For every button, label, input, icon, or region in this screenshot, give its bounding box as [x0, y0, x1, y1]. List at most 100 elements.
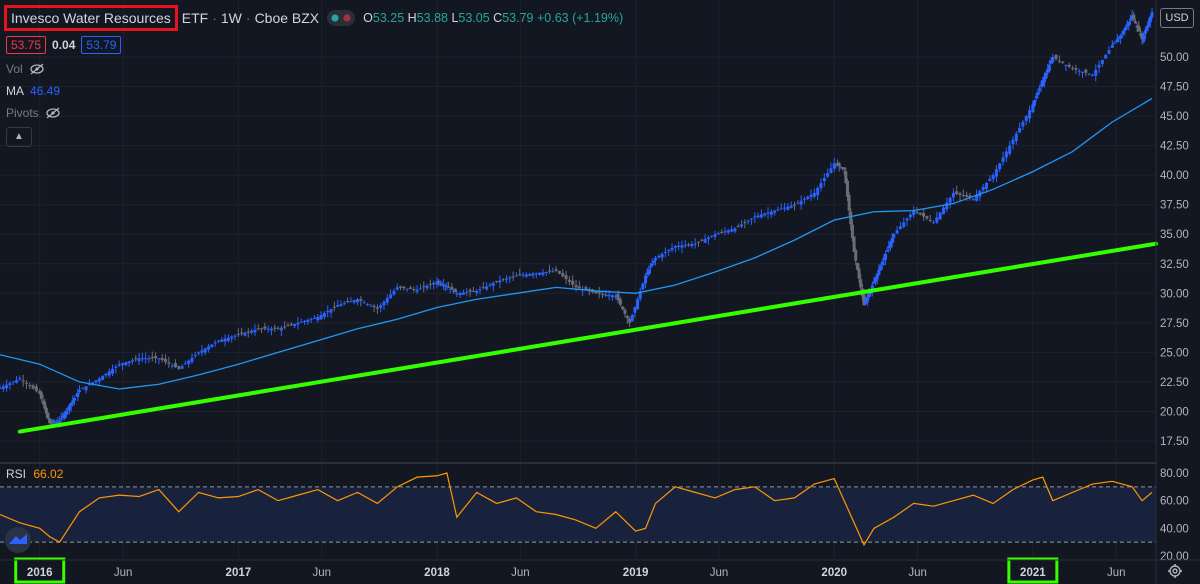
candle-body	[336, 305, 340, 307]
gear-icon[interactable]	[1167, 563, 1183, 579]
indicator-pivots[interactable]: Pivots	[6, 106, 61, 120]
candle-body	[834, 164, 838, 166]
candle-body	[713, 234, 717, 237]
eye-off-icon[interactable]	[45, 107, 61, 119]
candle-body	[829, 168, 833, 174]
candle-body	[759, 214, 763, 218]
candle-body	[137, 358, 141, 362]
candle-body	[822, 178, 826, 181]
candle-body	[898, 226, 902, 230]
market-status-pill[interactable]	[327, 10, 356, 26]
ma-label: MA	[6, 84, 24, 98]
candle-body	[392, 290, 396, 295]
candle-body	[312, 317, 316, 319]
rsi-band	[0, 486, 1156, 543]
candle-body	[203, 348, 207, 353]
candle-body	[1041, 80, 1045, 87]
candle-body	[1130, 15, 1134, 20]
indicator-vol[interactable]: Vol	[6, 62, 45, 76]
symbol-title[interactable]: Invesco Water Resources	[4, 5, 178, 31]
candle-body	[418, 288, 422, 290]
candle-body	[816, 187, 820, 196]
candle-body	[1067, 64, 1071, 67]
candle-body	[303, 320, 307, 323]
candle-body	[1008, 145, 1012, 154]
candle-body	[54, 421, 58, 423]
candle-body	[1044, 72, 1048, 79]
candle-body	[650, 263, 654, 266]
candle-body	[1133, 21, 1137, 24]
candle-body	[41, 400, 45, 404]
candle-body	[508, 277, 512, 279]
market-open-icon	[331, 14, 339, 22]
price-tick-label: 35.00	[1160, 229, 1189, 241]
candle-body	[618, 298, 622, 305]
candle-body	[524, 274, 528, 277]
candle-body	[644, 275, 648, 284]
candle-body	[59, 418, 63, 420]
candle-body	[1148, 16, 1152, 23]
candle-body	[1018, 127, 1022, 133]
candle-body	[1021, 121, 1025, 127]
collapse-legend-button[interactable]: ▲	[6, 127, 32, 147]
candle-body	[1077, 70, 1081, 72]
candle-body	[1074, 68, 1078, 70]
candle-body	[951, 192, 955, 198]
candle-body	[1001, 157, 1005, 163]
candle-body	[890, 238, 894, 244]
candle-body	[127, 361, 131, 364]
tradingview-logo-icon[interactable]	[4, 526, 32, 554]
candle-body	[918, 212, 922, 215]
candle-body	[849, 211, 853, 225]
candle-body	[1115, 39, 1119, 43]
candle-body	[299, 321, 303, 323]
candle-body	[77, 390, 81, 392]
rsi-tick-label: 80.00	[1160, 468, 1189, 480]
time-tick-label: 2018	[424, 567, 450, 579]
candle-body	[877, 269, 881, 275]
candle-body	[94, 380, 98, 383]
interval-label[interactable]: 1W	[220, 10, 242, 26]
price-tick-label: 32.50	[1160, 259, 1189, 271]
candle-body	[117, 364, 121, 366]
candle-body	[710, 235, 714, 237]
candle-body	[346, 301, 350, 303]
candle-body	[945, 202, 949, 210]
candle-body	[44, 408, 48, 414]
candle-body	[481, 287, 485, 289]
buy-price[interactable]: 53.79	[81, 36, 122, 54]
candle-body	[610, 295, 614, 298]
candle-body	[266, 328, 270, 330]
eye-off-icon[interactable]	[29, 63, 45, 75]
candle-body	[908, 214, 912, 218]
currency-badge[interactable]: USD	[1160, 8, 1194, 28]
candle-body	[531, 273, 535, 276]
pivots-label: Pivots	[6, 106, 39, 120]
rsi-legend[interactable]: RSI 66.02	[6, 467, 63, 481]
candle-body	[216, 340, 220, 342]
candle-body	[1, 386, 5, 390]
candle-body	[322, 313, 326, 317]
candle-body	[703, 238, 707, 243]
candle-body	[230, 336, 234, 339]
time-tick-label: 2019	[623, 567, 649, 579]
candle-body	[625, 316, 629, 319]
candle-body	[1004, 151, 1008, 158]
candle-body	[657, 255, 661, 258]
rsi-tick-label: 40.00	[1160, 523, 1189, 535]
candle-body	[1081, 71, 1085, 73]
candle-body	[571, 280, 575, 285]
candle-body	[941, 207, 945, 215]
candle-body	[61, 415, 65, 418]
candle-body	[844, 171, 848, 184]
ma-value: 46.49	[30, 84, 61, 98]
low-value: 53.05	[458, 11, 490, 25]
time-tick-label: Jun	[114, 567, 133, 579]
candle-body	[1142, 34, 1146, 42]
candle-body	[518, 274, 522, 276]
indicator-ma[interactable]: MA 46.49	[6, 84, 60, 98]
candle-body	[991, 175, 995, 180]
sell-price[interactable]: 53.75	[6, 36, 47, 54]
